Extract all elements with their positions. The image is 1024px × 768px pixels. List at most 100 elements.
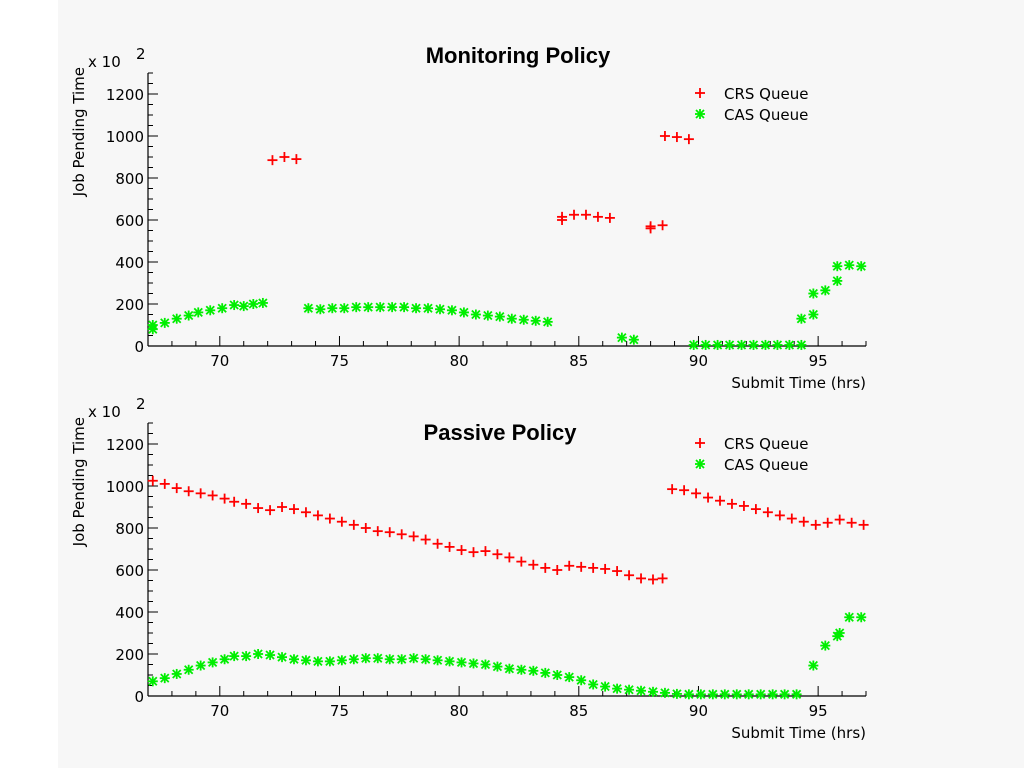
data-point bbox=[736, 339, 747, 350]
data-point bbox=[324, 513, 335, 524]
y-tick-label: 400 bbox=[115, 254, 144, 272]
data-point bbox=[743, 689, 754, 700]
data-point bbox=[683, 689, 694, 700]
data-point bbox=[552, 565, 563, 575]
chart-title: Passive Policy bbox=[424, 420, 578, 445]
data-point bbox=[183, 664, 194, 675]
x-tick-label: 95 bbox=[809, 702, 828, 720]
data-point bbox=[279, 152, 290, 162]
x-tick-label: 70 bbox=[210, 702, 229, 720]
data-point bbox=[762, 507, 773, 518]
data-point bbox=[303, 303, 314, 314]
y-tick-label: 200 bbox=[115, 296, 144, 314]
data-point bbox=[856, 261, 867, 272]
x-axis-title: Submit Time (hrs) bbox=[731, 374, 866, 392]
x-tick-label: 70 bbox=[210, 352, 229, 370]
data-point bbox=[791, 689, 802, 700]
y-tick-label: 800 bbox=[115, 520, 144, 538]
x-tick-label: 75 bbox=[330, 352, 349, 370]
data-point bbox=[731, 689, 742, 700]
data-point bbox=[300, 655, 311, 666]
data-point bbox=[300, 507, 311, 518]
data-point bbox=[724, 339, 735, 350]
data-point bbox=[624, 684, 635, 695]
data-point bbox=[468, 547, 479, 558]
y-tick-label: 1200 bbox=[106, 86, 144, 104]
data-point bbox=[530, 315, 541, 326]
data-point bbox=[444, 541, 455, 552]
data-point bbox=[569, 209, 580, 220]
data-point bbox=[229, 651, 240, 662]
legend-marker bbox=[695, 88, 705, 98]
data-point bbox=[600, 563, 611, 574]
data-point bbox=[288, 654, 299, 665]
data-point bbox=[504, 552, 515, 563]
data-point bbox=[528, 665, 539, 676]
data-point bbox=[195, 488, 206, 499]
data-point bbox=[518, 314, 529, 325]
data-point bbox=[351, 302, 362, 313]
data-point bbox=[494, 311, 505, 322]
y-tick-label: 600 bbox=[115, 212, 144, 230]
data-point bbox=[528, 559, 539, 570]
data-point bbox=[171, 313, 182, 324]
data-point bbox=[719, 689, 730, 700]
data-point bbox=[253, 503, 264, 514]
data-point bbox=[470, 309, 481, 320]
data-point bbox=[193, 307, 204, 318]
data-point bbox=[277, 502, 288, 512]
data-point bbox=[248, 299, 259, 309]
data-point bbox=[657, 220, 668, 231]
y-tick-label: 1200 bbox=[106, 436, 144, 454]
data-point bbox=[645, 221, 656, 232]
data-point bbox=[576, 561, 587, 572]
series-cas-queue bbox=[147, 612, 867, 700]
series-cas-queue bbox=[147, 260, 867, 350]
data-point bbox=[667, 484, 678, 495]
data-point bbox=[147, 320, 158, 330]
data-point bbox=[217, 303, 228, 314]
data-point bbox=[659, 131, 670, 141]
data-point bbox=[348, 519, 359, 530]
data-point bbox=[612, 566, 623, 577]
data-point bbox=[832, 275, 843, 286]
data-point bbox=[798, 516, 809, 527]
data-point bbox=[715, 495, 726, 506]
data-point bbox=[784, 339, 795, 350]
data-point bbox=[808, 288, 819, 299]
data-point bbox=[183, 310, 194, 321]
data-point bbox=[372, 653, 383, 664]
data-point bbox=[504, 663, 515, 674]
data-point bbox=[171, 483, 182, 494]
data-point bbox=[516, 556, 527, 567]
legend-label: CAS Queue bbox=[724, 106, 808, 124]
data-point bbox=[434, 304, 445, 315]
data-point bbox=[748, 339, 759, 350]
data-point bbox=[277, 652, 288, 663]
data-point bbox=[336, 516, 347, 527]
x-tick-label: 80 bbox=[450, 352, 469, 370]
data-point bbox=[808, 660, 819, 671]
data-point bbox=[750, 504, 761, 515]
data-point bbox=[229, 496, 240, 507]
data-point bbox=[207, 490, 218, 501]
data-point bbox=[588, 679, 599, 690]
data-point bbox=[657, 573, 668, 584]
data-point bbox=[832, 261, 843, 272]
data-point bbox=[858, 519, 869, 530]
data-point bbox=[396, 654, 407, 665]
data-point bbox=[552, 670, 563, 680]
data-point bbox=[774, 510, 785, 521]
data-point bbox=[636, 685, 647, 696]
data-point bbox=[540, 562, 551, 573]
data-point bbox=[363, 302, 374, 313]
data-point bbox=[348, 654, 359, 665]
data-point bbox=[360, 653, 371, 664]
data-point bbox=[408, 531, 419, 542]
legend-label: CRS Queue bbox=[724, 435, 808, 453]
data-point bbox=[480, 659, 491, 670]
data-point bbox=[624, 570, 635, 581]
data-point bbox=[387, 302, 398, 313]
y-tick-label: 200 bbox=[115, 646, 144, 664]
data-point bbox=[241, 651, 252, 662]
